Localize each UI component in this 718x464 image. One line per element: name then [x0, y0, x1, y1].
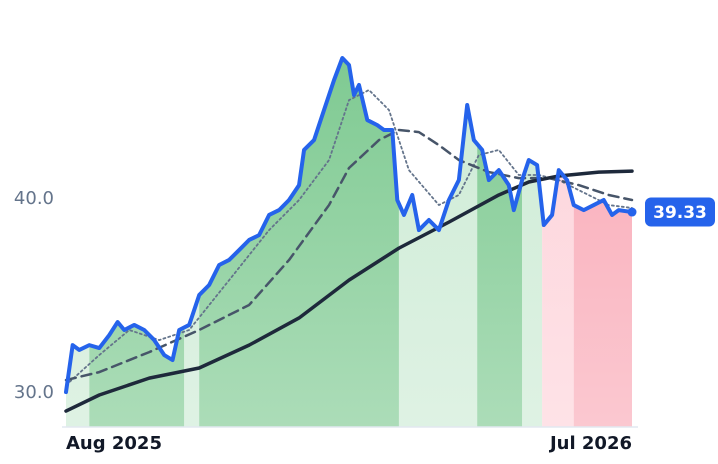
area-segment: [477, 144, 523, 427]
area-segment: [542, 170, 574, 427]
area-segment: [89, 322, 185, 427]
price-line: [63, 56, 635, 395]
last-point: [627, 207, 637, 217]
moving-average-line: [64, 169, 634, 413]
area-segment: [573, 200, 633, 427]
x-tick-label: Jul 2026: [548, 433, 632, 454]
last-value-label: 39.33: [653, 203, 707, 223]
last-value-badge: [645, 197, 715, 227]
area-segment: [522, 160, 543, 427]
area-segment: [199, 58, 399, 427]
area-segment: [184, 295, 200, 427]
y-tick-label: 40.0: [14, 188, 54, 209]
x-tick-label: Aug 2025: [66, 433, 162, 454]
y-tick-label: 30.0: [14, 382, 54, 403]
